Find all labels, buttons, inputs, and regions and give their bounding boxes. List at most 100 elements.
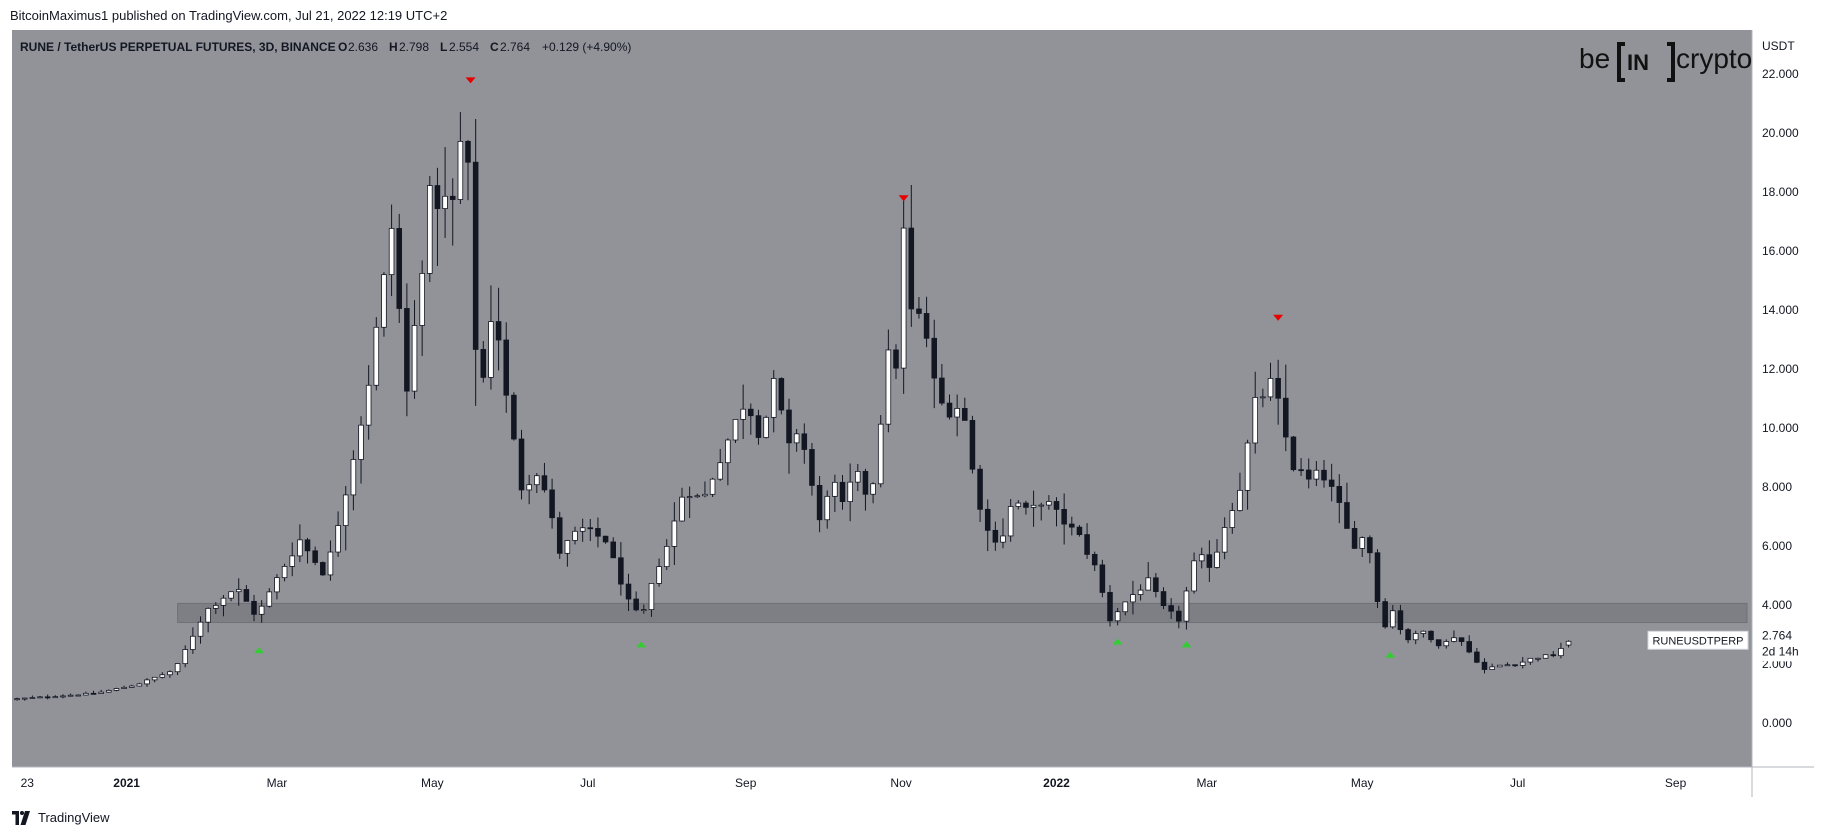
candle-bearish xyxy=(1405,629,1411,641)
candle-bearish xyxy=(1374,552,1381,602)
candle-bullish xyxy=(274,577,280,593)
candle-bullish xyxy=(258,605,265,615)
x-axis: 23 2021 Mar May Jul Sep Nov 2022 Mar May Jul Sep xyxy=(21,776,1687,790)
swing-low-marker xyxy=(636,641,647,648)
candle-bearish xyxy=(1153,577,1159,592)
logo-in: IN xyxy=(1627,50,1649,75)
candle-bullish xyxy=(488,321,494,378)
candle-bullish xyxy=(709,478,716,495)
candle-bullish xyxy=(686,496,693,499)
candle-bullish xyxy=(1565,640,1572,646)
candle-bearish xyxy=(923,313,930,339)
candle-bearish xyxy=(1298,469,1304,472)
candle-bearish xyxy=(916,308,922,314)
candle-bullish xyxy=(885,349,892,425)
candle-bearish xyxy=(931,337,937,379)
change-value: +0.129 (+4.90%) xyxy=(542,40,631,54)
symbol-line[interactable]: RUNE / TetherUS PERPETUAL FUTURES, 3D, B… xyxy=(20,40,336,54)
candle-bearish xyxy=(465,140,471,163)
candle-bearish xyxy=(801,433,808,450)
candle-bearish xyxy=(1076,526,1083,536)
candle-bearish xyxy=(610,541,616,559)
candle-bearish xyxy=(1474,651,1480,663)
candle-bullish xyxy=(358,424,364,460)
swing-high-marker xyxy=(1273,314,1284,321)
candle-bullish xyxy=(457,140,464,200)
candle-bearish xyxy=(1053,501,1060,510)
candle-bullish xyxy=(1519,661,1526,666)
candle-bullish xyxy=(1244,442,1251,491)
time-scale-area[interactable] xyxy=(12,767,1752,797)
marker-series xyxy=(254,77,1396,658)
swing-low-marker xyxy=(1181,641,1192,648)
candle-bullish xyxy=(373,326,380,386)
candle-bearish xyxy=(449,195,456,200)
x-tick-label: Jul xyxy=(1510,776,1525,790)
candle-bullish xyxy=(694,495,701,498)
candle-bearish xyxy=(962,408,968,421)
candle-bullish xyxy=(1137,589,1144,595)
footer-brand[interactable]: TradingView xyxy=(10,810,110,825)
symbol-tag-box xyxy=(1647,630,1749,650)
candle-bullish xyxy=(52,696,59,699)
candle-bullish xyxy=(159,674,166,678)
candle-bullish xyxy=(1214,551,1220,568)
candle-bearish xyxy=(1435,639,1442,647)
x-tick-label: Nov xyxy=(890,776,911,790)
candle-bearish xyxy=(908,227,915,310)
y-tick-label: 8.000 xyxy=(1762,480,1792,494)
candle-bearish xyxy=(602,535,609,543)
ohlc-legend: RUNE / TetherUS PERPETUAL FUTURES, 3D, B… xyxy=(20,40,631,54)
open-value: 2.636 xyxy=(348,40,378,54)
candle-bearish xyxy=(1428,630,1434,641)
candle-bearish xyxy=(1344,502,1350,529)
swing-low-marker xyxy=(254,647,265,654)
y-tick-label: 12.000 xyxy=(1762,362,1799,376)
candle-bullish xyxy=(770,378,777,418)
candle-bullish xyxy=(335,525,341,553)
candle-bearish xyxy=(1290,436,1297,471)
candle-bullish xyxy=(534,475,540,486)
candle-bullish xyxy=(656,566,662,584)
candle-bullish xyxy=(579,527,586,532)
candle-bearish xyxy=(1084,534,1090,555)
candle-bullish xyxy=(717,462,723,480)
candle-bearish xyxy=(992,529,999,543)
logo-bracket-right xyxy=(1667,42,1675,82)
open-label: O xyxy=(338,40,347,54)
y-tick-label: 20.000 xyxy=(1762,126,1799,140)
candle-bearish xyxy=(556,517,563,554)
footer-brand-text: TradingView xyxy=(38,810,110,825)
candle-bullish xyxy=(793,433,800,444)
candle-bearish xyxy=(984,508,991,531)
candle-bullish xyxy=(679,496,685,522)
candle-bullish xyxy=(213,604,219,609)
candle-bullish xyxy=(1237,489,1243,511)
logo-bracket-left xyxy=(1617,42,1625,82)
candle-bullish xyxy=(1038,504,1044,507)
candle-bearish xyxy=(1512,664,1518,667)
candle-bullish xyxy=(824,495,830,521)
x-tick-label: 2022 xyxy=(1043,776,1070,790)
candle-bullish xyxy=(641,609,647,612)
candle-bullish xyxy=(14,698,20,701)
candle-bullish xyxy=(289,555,296,567)
symbol-tag[interactable]: RUNEUSDTPERP xyxy=(1647,630,1749,650)
candle-bearish xyxy=(304,539,311,552)
candle-bullish xyxy=(1229,510,1236,528)
candle-bearish xyxy=(503,339,510,396)
candle-bearish xyxy=(404,308,410,392)
y-axis: 0.0002.0004.0006.0008.00010.00012.00014.… xyxy=(1762,67,1799,730)
y-tick-label: 22.000 xyxy=(1762,67,1799,81)
candle-bullish xyxy=(381,274,387,328)
candle-bearish xyxy=(969,419,976,470)
chart-area[interactable] xyxy=(12,30,1752,767)
high-label: H xyxy=(389,40,398,54)
candle-bearish xyxy=(633,598,639,611)
candle-bearish xyxy=(1336,486,1343,503)
candle-bullish xyxy=(1504,664,1511,667)
candle-bearish xyxy=(511,394,517,440)
candle-bearish xyxy=(495,321,502,341)
candle-bullish xyxy=(1030,504,1037,508)
x-tick-label: Jul xyxy=(580,776,595,790)
